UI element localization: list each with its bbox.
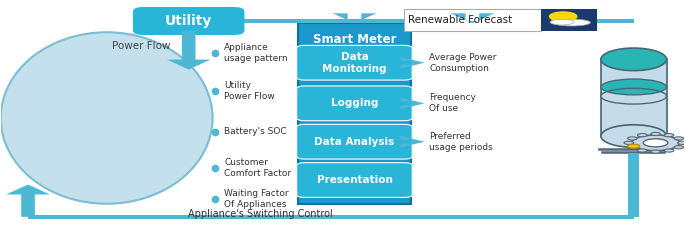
FancyBboxPatch shape bbox=[297, 163, 412, 197]
Ellipse shape bbox=[601, 125, 667, 147]
Circle shape bbox=[651, 132, 660, 136]
Circle shape bbox=[664, 149, 674, 152]
FancyBboxPatch shape bbox=[297, 45, 412, 80]
Circle shape bbox=[632, 135, 680, 151]
Circle shape bbox=[651, 150, 660, 153]
Circle shape bbox=[674, 137, 684, 140]
Circle shape bbox=[627, 146, 637, 149]
Text: Preferred
usage periods: Preferred usage periods bbox=[429, 132, 493, 152]
Text: Battery's SOC: Battery's SOC bbox=[224, 127, 287, 136]
Text: Data
Monitoring: Data Monitoring bbox=[322, 52, 387, 74]
Polygon shape bbox=[401, 136, 425, 148]
Circle shape bbox=[643, 139, 668, 147]
Text: Appliance
usage pattern: Appliance usage pattern bbox=[224, 42, 288, 63]
FancyBboxPatch shape bbox=[134, 8, 243, 34]
Polygon shape bbox=[401, 57, 425, 69]
Text: Appliance's Switching Control: Appliance's Switching Control bbox=[188, 209, 333, 219]
Text: Power Flow: Power Flow bbox=[112, 41, 170, 51]
Polygon shape bbox=[628, 153, 639, 217]
Ellipse shape bbox=[601, 79, 667, 95]
Ellipse shape bbox=[601, 48, 667, 71]
Circle shape bbox=[627, 144, 640, 148]
Text: Logging: Logging bbox=[331, 98, 378, 108]
Text: Customer
Comfort Factor: Customer Comfort Factor bbox=[224, 158, 291, 178]
Ellipse shape bbox=[553, 19, 590, 26]
FancyBboxPatch shape bbox=[540, 9, 597, 31]
Polygon shape bbox=[167, 31, 210, 69]
Polygon shape bbox=[6, 185, 50, 217]
FancyBboxPatch shape bbox=[298, 23, 411, 204]
Circle shape bbox=[627, 137, 637, 140]
Ellipse shape bbox=[550, 19, 574, 25]
Polygon shape bbox=[233, 19, 634, 23]
Text: Smart Meter: Smart Meter bbox=[313, 32, 396, 46]
Circle shape bbox=[664, 134, 674, 137]
Ellipse shape bbox=[1, 32, 212, 204]
Polygon shape bbox=[401, 98, 425, 109]
Text: Utility
Power Flow: Utility Power Flow bbox=[224, 81, 275, 101]
Text: Waiting Factor
Of Appliances: Waiting Factor Of Appliances bbox=[224, 189, 289, 209]
Text: Utility: Utility bbox=[165, 14, 212, 28]
Text: Data Analysis: Data Analysis bbox=[314, 137, 395, 147]
FancyBboxPatch shape bbox=[297, 124, 412, 159]
Text: Presentation: Presentation bbox=[316, 175, 393, 185]
Circle shape bbox=[674, 146, 684, 149]
Text: Renewable Forecast: Renewable Forecast bbox=[408, 15, 512, 25]
Circle shape bbox=[624, 141, 634, 144]
Polygon shape bbox=[28, 215, 634, 219]
Text: Average Power
Consumption: Average Power Consumption bbox=[429, 53, 497, 73]
Polygon shape bbox=[451, 13, 495, 23]
Circle shape bbox=[549, 12, 577, 21]
Polygon shape bbox=[333, 13, 376, 23]
FancyBboxPatch shape bbox=[601, 59, 667, 136]
Circle shape bbox=[638, 149, 647, 152]
FancyBboxPatch shape bbox=[297, 86, 412, 121]
Text: Frequency
Of use: Frequency Of use bbox=[429, 93, 476, 114]
Circle shape bbox=[677, 141, 685, 144]
Ellipse shape bbox=[601, 88, 667, 104]
Circle shape bbox=[638, 134, 647, 137]
FancyBboxPatch shape bbox=[404, 9, 540, 31]
